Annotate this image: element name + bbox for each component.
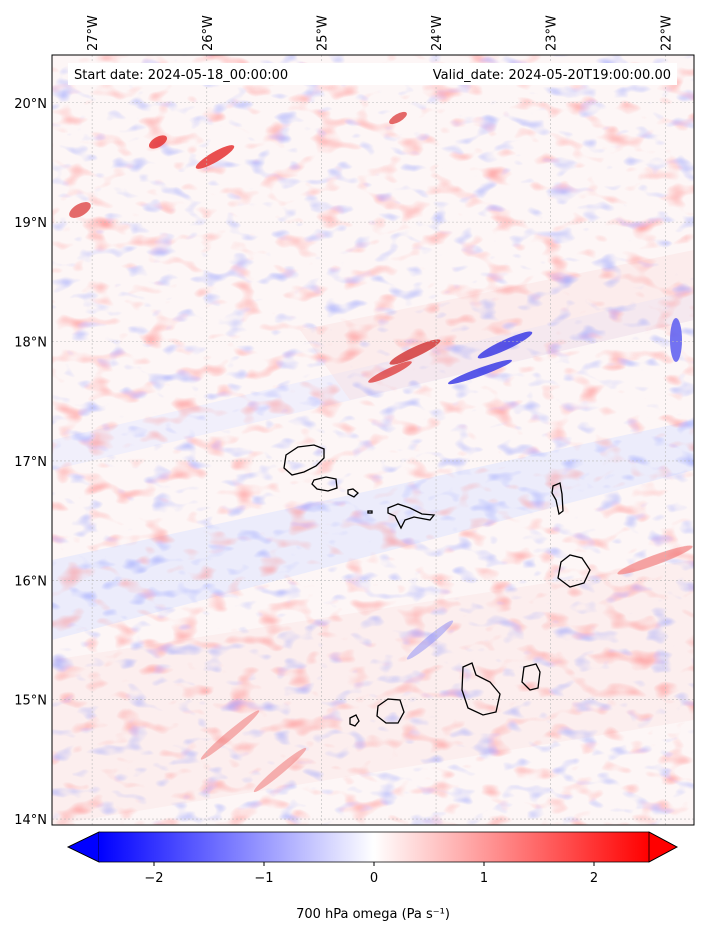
longitude-tick-label: 25°W <box>315 15 330 51</box>
map-gridlines <box>52 55 694 825</box>
colorbar-extend-max <box>648 831 678 863</box>
latitude-tick-label: 17°N <box>14 455 47 470</box>
latitude-tick-label: 20°N <box>14 97 47 112</box>
island-ilheu-branco <box>367 510 373 514</box>
island-maio <box>521 663 541 691</box>
colorbar-tick-label: 2 <box>590 871 598 886</box>
island-santo-antao <box>283 444 325 476</box>
start-date-label: Start date: 2024-05-18_00:00:00 <box>74 68 288 83</box>
island-santa-luzia <box>347 488 359 498</box>
latitude-tick-label: 19°N <box>14 216 47 231</box>
colorbar-outline <box>67 831 678 863</box>
longitude-tick-label: 26°W <box>201 15 216 51</box>
colorbar-extend-min <box>67 831 100 863</box>
island-brava <box>349 714 360 727</box>
longitude-tick-label: 24°W <box>430 15 445 51</box>
colorbar-tick-label: −2 <box>144 871 163 886</box>
map-frame <box>51 54 695 826</box>
island-fogo <box>376 698 405 724</box>
island-santiago <box>461 662 501 716</box>
longitude-tick-labels: 27°W 26°W 25°W 24°W 23°W 22°W <box>86 15 674 51</box>
colorbar-gradient <box>99 832 649 862</box>
longitude-tick-label: 23°W <box>545 15 560 51</box>
longitude-tick-label: 22°W <box>659 15 674 51</box>
date-info-box <box>68 63 677 85</box>
longitude-tick-label: 27°W <box>86 15 101 51</box>
island-sao-nicolau <box>387 503 436 530</box>
valid-date-label: Valid_date: 2024-05-20T19:00:00.00 <box>433 68 671 83</box>
colorbar-tick-label: −1 <box>254 871 273 886</box>
latitude-tick-label: 15°N <box>14 694 47 709</box>
island-boa-vista <box>557 554 591 588</box>
island-outlines <box>283 444 591 727</box>
colorbar-label: 700 hPa omega (Pa s⁻¹) <box>296 907 450 922</box>
latitude-tick-label: 18°N <box>14 336 47 351</box>
island-sao-vicente <box>311 476 338 492</box>
colorbar-tick-label: 0 <box>370 871 378 886</box>
colorbar: −2 −1 0 1 2 700 hPa omega (Pa s⁻¹) <box>67 831 678 922</box>
latitude-tick-labels: 14°N 15°N 16°N 17°N 18°N 19°N 20°N <box>14 97 47 828</box>
colorbar-tick-label: 1 <box>480 871 488 886</box>
colorbar-ticks: −2 −1 0 1 2 <box>144 862 598 886</box>
latitude-tick-label: 14°N <box>14 813 47 828</box>
island-sal <box>551 482 564 516</box>
latitude-tick-label: 16°N <box>14 574 47 589</box>
omega-field <box>52 55 694 825</box>
